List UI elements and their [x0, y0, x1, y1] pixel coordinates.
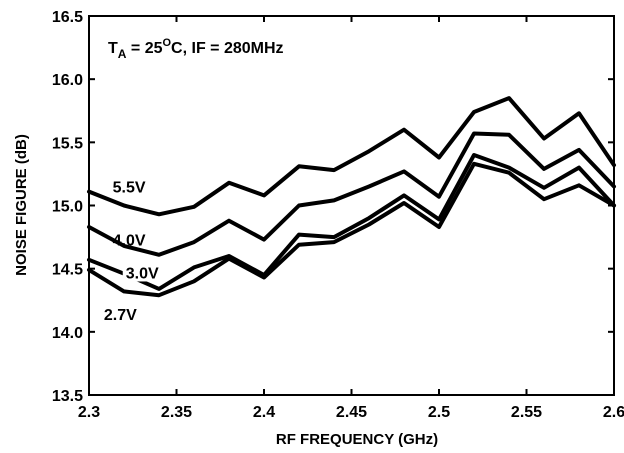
y-axis-title: NOISE FIGURE (dB)	[13, 134, 30, 276]
series-line-4-0v	[87, 131, 616, 257]
series-line-2-7v	[87, 161, 616, 298]
series-line-3-0v	[87, 153, 616, 291]
y-tick-label: 14.0	[52, 325, 83, 342]
x-tick-label: 2.4	[253, 404, 275, 421]
series-label-3-0v: 3.0V	[126, 265, 159, 282]
y-tick-label: 15.5	[52, 135, 83, 152]
y-tick-label: 16.5	[52, 9, 83, 26]
y-tick-label: 14.5	[52, 262, 83, 279]
x-tick-label: 2.55	[511, 404, 542, 421]
x-tick-label: 2.3	[78, 404, 100, 421]
series-label-5-5v: 5.5V	[113, 180, 146, 197]
series-label-2-7v: 2.7V	[104, 307, 137, 324]
annotation-degree: O	[162, 37, 171, 49]
y-tick-label: 16.0	[52, 72, 83, 89]
annotation-t-sub: A	[118, 47, 127, 61]
y-tick-label: 15.0	[52, 199, 83, 216]
annotation-t-main: T	[108, 40, 118, 57]
series-label-background	[122, 263, 167, 282]
series-label-4-0v: 4.0V	[113, 233, 146, 250]
x-tick-label: 2.35	[161, 404, 192, 421]
x-tick-label: 2.6	[603, 404, 624, 421]
y-tick-label: 13.5	[52, 388, 83, 405]
test-conditions-annotation: TA = 25OC, IF = 280MHz	[108, 37, 284, 61]
axes-layer: 13.5 14.0 14.5 15.0 15.5 16.0 16.5 2.3 2.35 2.4 2.…	[52, 9, 624, 421]
labels-layer: 5.5V 4.0V 3.0V 2.7V	[104, 180, 167, 324]
annotation-rest: C, IF = 280MHz	[171, 40, 283, 57]
annotation-eq: = 25	[126, 40, 162, 57]
x-axis-title: RF FREQUENCY (GHz)	[276, 431, 438, 448]
series-line-5-5v	[87, 96, 616, 217]
x-tick-label: 2.5	[428, 404, 450, 421]
x-tick-label: 2.45	[336, 404, 367, 421]
series-layer	[87, 96, 616, 298]
plot-frame	[88, 15, 615, 396]
